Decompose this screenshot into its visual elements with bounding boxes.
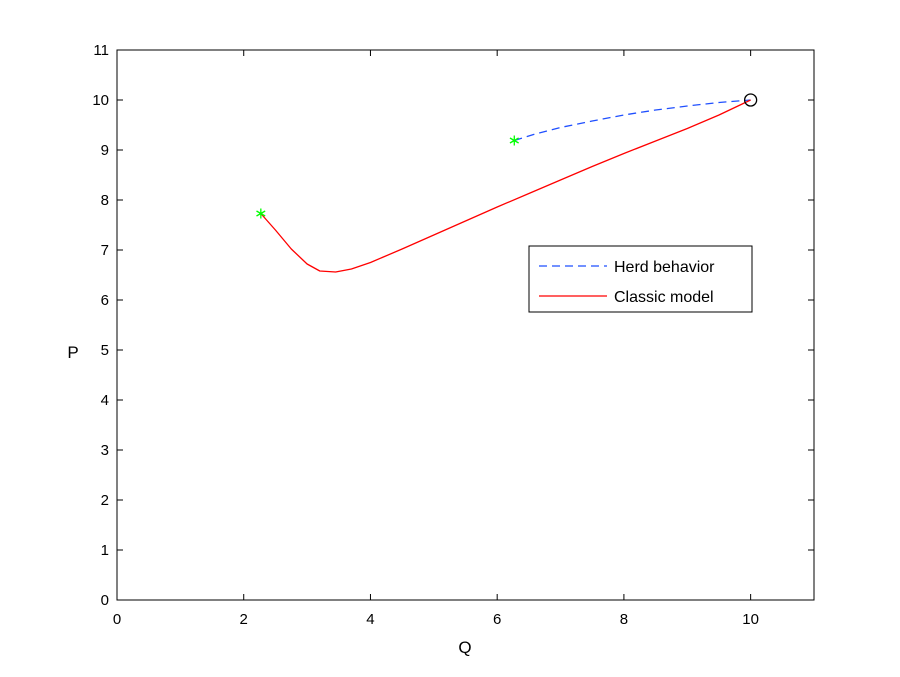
legend-label-herd: Herd behavior <box>614 259 715 276</box>
plot-area <box>116 49 815 601</box>
y-tick-label: 2 <box>101 492 109 509</box>
series-line-herd-behavior <box>514 99 751 142</box>
y-axis-ticks: 0 1 2 3 4 5 6 7 8 9 10 11 <box>92 42 814 609</box>
y-tick-label: 11 <box>93 42 109 59</box>
asterisk-stroke <box>509 137 519 144</box>
marker-layer <box>256 93 758 219</box>
x-axis-label: Q <box>458 638 471 657</box>
y-tick-label: 0 <box>101 592 109 609</box>
y-tick-label: 8 <box>101 192 109 209</box>
series-layer <box>260 99 751 273</box>
x-tick-label: 6 <box>493 611 501 628</box>
x-tick-label: 8 <box>620 611 628 628</box>
legend-box <box>528 245 753 313</box>
equilibrium-circle-marker <box>743 93 758 107</box>
y-tick-label: 3 <box>101 442 109 459</box>
x-axis-ticks: 0 2 4 6 8 10 <box>113 50 759 628</box>
y-tick-label: 5 <box>101 342 109 359</box>
x-tick-label: 0 <box>113 611 121 628</box>
legend: Herd behavior Classic model <box>528 245 753 313</box>
y-tick-label: 10 <box>92 92 109 109</box>
x-tick-label: 2 <box>240 611 248 628</box>
asterisk-stroke <box>256 210 266 217</box>
x-tick-label: 4 <box>366 611 374 628</box>
y-axis-label: P <box>67 343 78 362</box>
y-tick-label: 6 <box>101 292 109 309</box>
series-line-classic-model <box>260 99 751 273</box>
legend-label-classic: Classic model <box>614 289 714 306</box>
y-tick-label: 4 <box>101 392 109 409</box>
y-tick-label: 9 <box>101 142 109 159</box>
x-tick-label: 10 <box>742 611 759 628</box>
y-tick-label: 1 <box>101 542 109 559</box>
start-asterisk-marker <box>509 135 519 146</box>
y-tick-label: 7 <box>101 242 109 259</box>
start-asterisk-marker <box>256 208 266 219</box>
